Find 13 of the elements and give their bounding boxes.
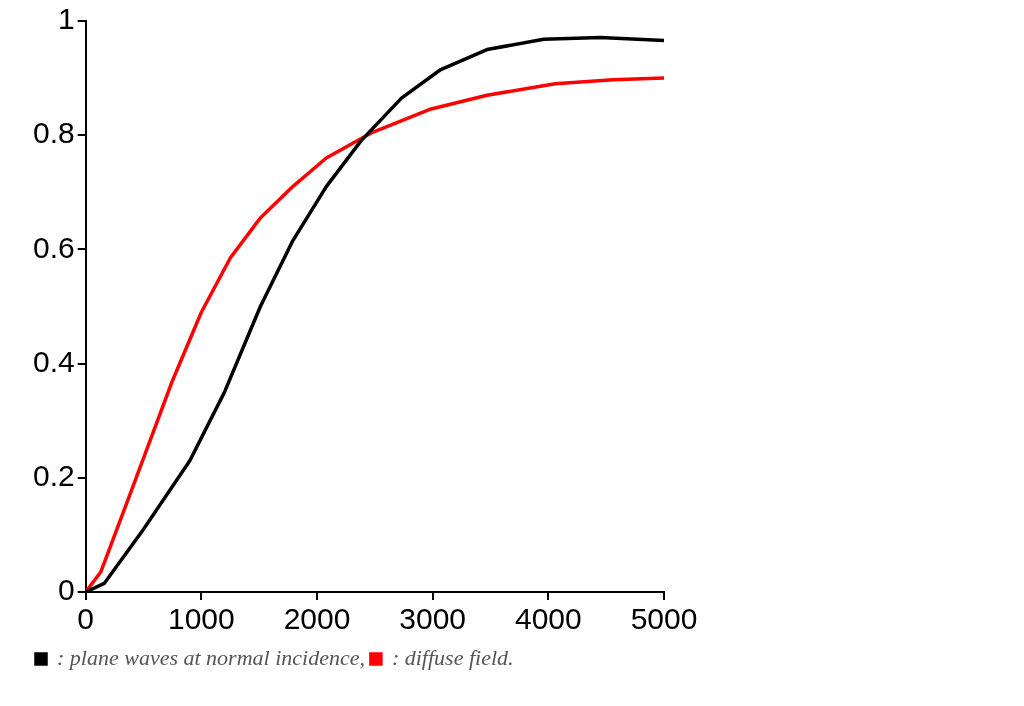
- y-tick-label: 0.6: [32, 230, 75, 264]
- y-tick-label: 1: [58, 2, 75, 36]
- y-tick-label: 0: [58, 573, 75, 607]
- y-tick-label: 0.2: [32, 459, 75, 493]
- y-tick-label: 0.4: [32, 344, 75, 378]
- x-tick-label: 1000: [167, 602, 235, 636]
- y-tick-label: 0.8: [32, 116, 75, 150]
- x-tick-label: 5000: [630, 602, 698, 636]
- x-tick-label: 4000: [514, 602, 582, 636]
- legend-label: : diffuse field.: [391, 644, 514, 670]
- x-tick-label: 3000: [399, 602, 467, 636]
- legend-label: : plane waves at normal incidence,: [57, 644, 365, 670]
- x-tick-label: 2000: [283, 602, 351, 636]
